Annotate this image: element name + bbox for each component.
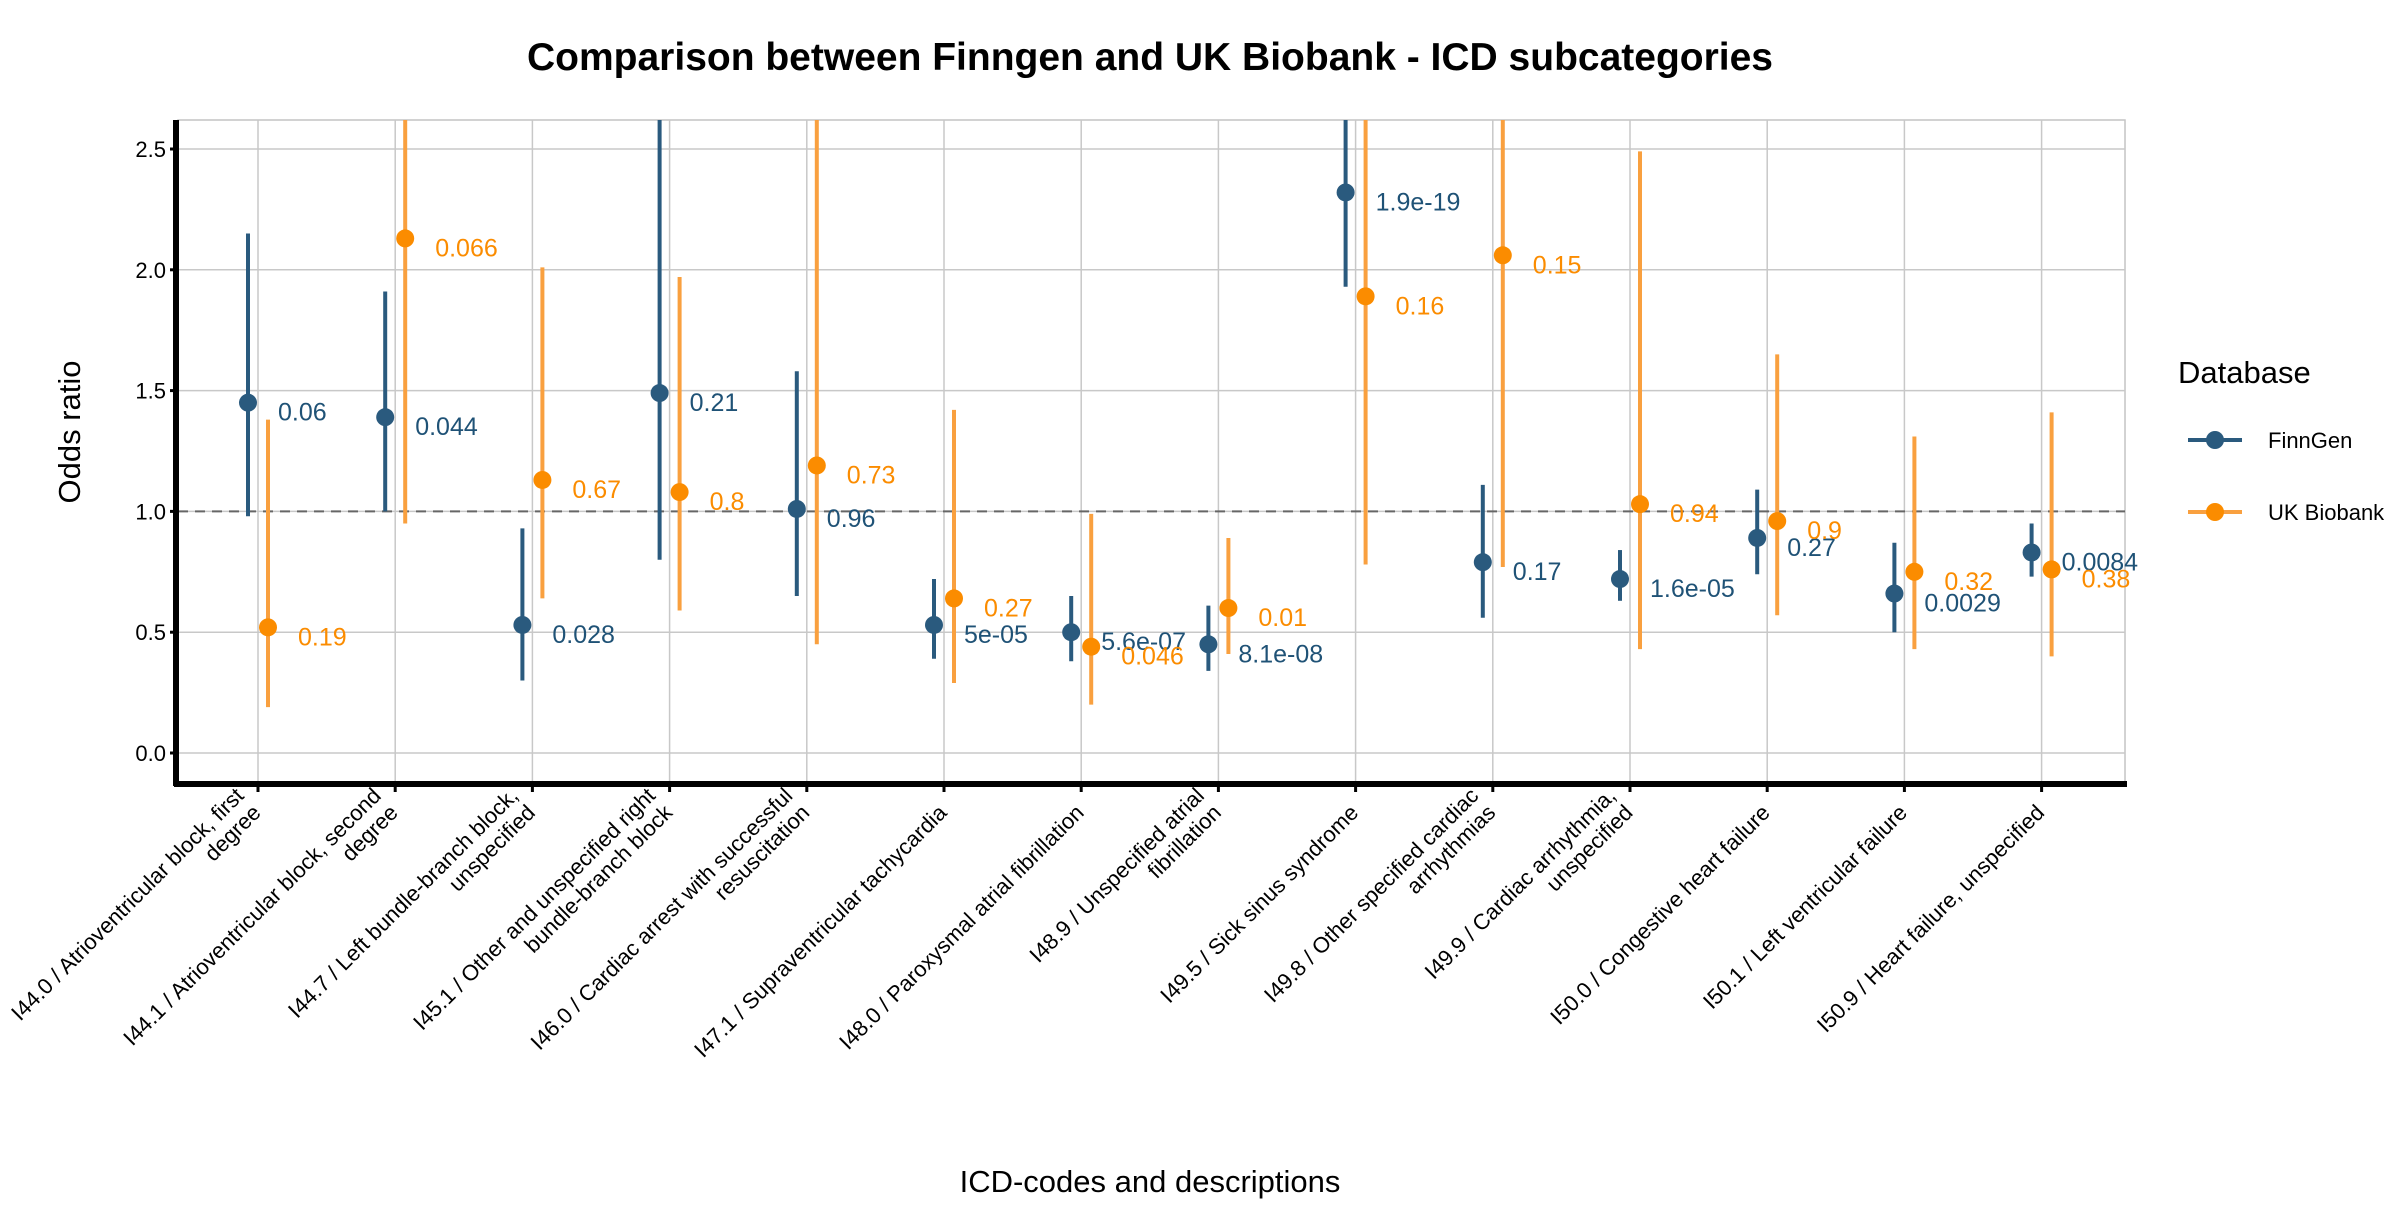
x-tick-label: I50.9 / Heart failure, unspecified bbox=[1812, 800, 2049, 1037]
pvalue-label: 0.17 bbox=[1513, 558, 1562, 586]
pvalue-label: 0.21 bbox=[690, 389, 739, 417]
pvalue-label: 0.16 bbox=[1396, 292, 1445, 320]
data-point bbox=[2022, 543, 2041, 562]
data-point bbox=[670, 483, 689, 502]
pvalue-label: 0.01 bbox=[1258, 604, 1307, 632]
data-point bbox=[1199, 635, 1218, 654]
pvalue-label: 0.06 bbox=[278, 399, 327, 427]
y-axis: 0.0 0.5 1.0 1.5 2.0 2.5 bbox=[135, 120, 179, 786]
legend-items: FinnGen UK Biobank bbox=[2188, 428, 2385, 525]
legend: Database FinnGen UK Biobank bbox=[2178, 355, 2385, 525]
pvalue-label: 0.96 bbox=[827, 505, 876, 533]
legend-key-point bbox=[2206, 503, 2224, 521]
pvalue-label: 0.94 bbox=[1670, 500, 1719, 528]
data-point bbox=[1473, 553, 1492, 572]
data-point bbox=[807, 456, 826, 475]
x-tick-label-line: I49.8 / Other specified cardiac bbox=[1259, 783, 1483, 1007]
data-point bbox=[1905, 562, 1924, 581]
data-point bbox=[239, 393, 257, 412]
x-tick-label: I49.8 / Other specified cardiacarrhythmi… bbox=[1259, 783, 1500, 1024]
data-point bbox=[1336, 183, 1355, 202]
data-point bbox=[396, 229, 415, 248]
data-point bbox=[1062, 623, 1081, 642]
pvalue-label: 0.27 bbox=[1787, 534, 1836, 562]
data-point bbox=[1748, 528, 1767, 547]
grid-layer bbox=[177, 119, 2126, 783]
data-point bbox=[650, 384, 669, 403]
pvalue-label: 0.0084 bbox=[2062, 548, 2139, 576]
legend-label: UK Biobank bbox=[2268, 500, 2385, 525]
pvalue-label: 0.32 bbox=[1944, 568, 1993, 596]
data-point bbox=[1885, 584, 1904, 603]
legend-label: FinnGen bbox=[2268, 428, 2352, 453]
y-tick-label: 2.0 bbox=[135, 258, 166, 283]
data-point bbox=[1631, 495, 1649, 514]
data-point bbox=[945, 589, 963, 608]
pvalue-label: 0.066 bbox=[435, 234, 498, 262]
data-point bbox=[513, 615, 532, 634]
x-tick-label: I44.1 / Atrioventricular block, secondde… bbox=[118, 783, 403, 1068]
data-point bbox=[376, 408, 395, 427]
x-axis-title: ICD-codes and descriptions bbox=[960, 1164, 1341, 1199]
y-axis-title: Odds ratio bbox=[52, 360, 87, 503]
x-tick-label: I44.7 / Left bundle-branch block,unspeci… bbox=[283, 783, 540, 1040]
data-point bbox=[2042, 560, 2061, 579]
pvalue-label: 0.0029 bbox=[1924, 590, 2000, 618]
pvalue-label: 1.9e-19 bbox=[1376, 188, 1461, 216]
data-point bbox=[787, 499, 806, 518]
pvalue-label: 0.73 bbox=[847, 461, 896, 489]
y-tick-label: 0.0 bbox=[135, 741, 166, 766]
pvalue-label: 5e-05 bbox=[964, 621, 1028, 649]
data-point bbox=[1611, 570, 1629, 589]
x-tick-label-line: I44.0 / Atrioventricular block, first bbox=[6, 783, 248, 1025]
marks-layer bbox=[239, 120, 2061, 708]
y-tick-label: 2.5 bbox=[135, 137, 166, 162]
pvalue-label: 0.15 bbox=[1533, 251, 1582, 279]
pvalue-label: 0.27 bbox=[984, 594, 1033, 622]
data-point bbox=[1768, 512, 1787, 531]
pvalue-label: 0.8 bbox=[710, 488, 745, 516]
pvalue-label: 0.044 bbox=[415, 413, 478, 441]
data-point bbox=[1493, 246, 1512, 265]
data-point bbox=[259, 618, 277, 637]
data-point bbox=[1082, 637, 1101, 656]
x-tick-label: I45.1 / Other and unspecified rightbundl… bbox=[408, 782, 678, 1052]
legend-key-point bbox=[2206, 431, 2224, 449]
pvalue-label: 0.19 bbox=[298, 623, 347, 651]
pvalue-label: 5.6e-07 bbox=[1101, 628, 1186, 656]
data-point bbox=[1219, 599, 1238, 618]
x-tick-label-line: I48.9 / Unspecified atrial bbox=[1024, 783, 1209, 968]
pvalue-label: 1.6e-05 bbox=[1650, 575, 1735, 603]
pvalue-label: 0.67 bbox=[572, 476, 621, 504]
x-tick-label: I44.0 / Atrioventricular block, firstdeg… bbox=[6, 783, 265, 1042]
plot-panel bbox=[177, 119, 2126, 783]
x-tick-label-line: I44.7 / Left bundle-branch block, bbox=[283, 783, 523, 1023]
data-point bbox=[1356, 287, 1375, 306]
pvalue-label: 8.1e-08 bbox=[1238, 640, 1323, 668]
data-point bbox=[925, 615, 943, 634]
x-axis: I44.0 / Atrioventricular block, firstdeg… bbox=[6, 781, 2127, 1072]
pvalue-label: 0.028 bbox=[552, 621, 615, 649]
y-tick-label: 0.5 bbox=[135, 620, 166, 645]
data-point bbox=[533, 470, 552, 489]
pvalue-label: 0.046 bbox=[1121, 643, 1184, 671]
chart-title: Comparison between Finngen and UK Bioban… bbox=[527, 36, 1773, 79]
y-tick-label: 1.5 bbox=[135, 379, 166, 404]
pvalue-label: 0.9 bbox=[1807, 517, 1842, 545]
x-tick-label-line: I50.9 / Heart failure, unspecified bbox=[1812, 800, 2049, 1037]
pvalue-labels-layer: 0.06 0.044 0.028 0.21 0.96 5e-05 5.6e-07 8.1e-0… bbox=[278, 188, 2138, 670]
x-tick-label: I46.0 / Cardiac arrest with successfulre… bbox=[525, 783, 814, 1072]
y-tick-label: 1.0 bbox=[135, 499, 166, 524]
pvalue-label: 0.38 bbox=[2082, 565, 2131, 593]
legend-title: Database bbox=[2178, 355, 2311, 390]
